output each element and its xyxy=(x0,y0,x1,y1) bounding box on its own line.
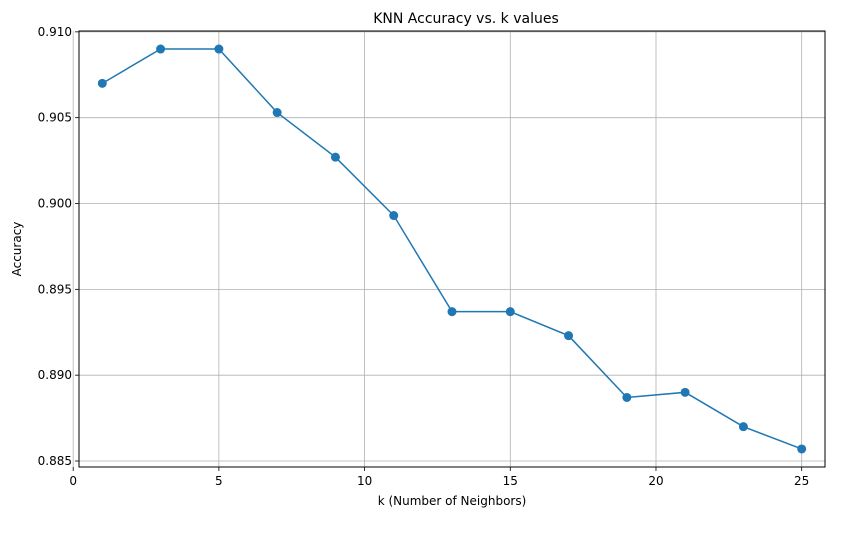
data-points xyxy=(97,44,807,454)
plot-area xyxy=(78,30,826,468)
x-axis-title: k (Number of Neighbors) xyxy=(378,494,527,508)
x-tick-label: 0 xyxy=(69,474,77,488)
data-point xyxy=(564,331,574,341)
y-tick-label: 0.895 xyxy=(38,282,72,296)
data-point xyxy=(97,78,107,88)
data-point xyxy=(330,152,340,162)
y-tick-label: 0.885 xyxy=(38,454,72,468)
data-point xyxy=(389,211,399,221)
x-tick-label: 15 xyxy=(503,474,518,488)
x-tick-label: 25 xyxy=(794,474,809,488)
data-point xyxy=(447,307,457,317)
x-axis: 0 5 10 15 20 25 xyxy=(69,467,809,488)
y-tick-label: 0.900 xyxy=(38,197,72,211)
grid-lines xyxy=(72,31,825,467)
y-tick-label: 0.910 xyxy=(38,25,72,39)
data-point xyxy=(622,392,632,402)
y-axis: 0.885 0.890 0.895 0.900 0.905 0.910 xyxy=(38,25,79,468)
data-point xyxy=(797,444,807,454)
x-tick-label: 10 xyxy=(357,474,372,488)
data-point xyxy=(214,44,224,54)
x-tick-label: 20 xyxy=(648,474,663,488)
x-tick-label: 5 xyxy=(215,474,223,488)
data-point xyxy=(505,307,515,317)
data-point xyxy=(738,422,748,432)
y-tick-label: 0.905 xyxy=(38,111,72,125)
y-tick-label: 0.890 xyxy=(38,368,72,382)
data-point xyxy=(680,387,690,397)
y-axis-title: Accuracy xyxy=(10,222,24,277)
data-point xyxy=(272,108,282,118)
data-point xyxy=(156,44,166,54)
series-line xyxy=(101,48,802,450)
chart-title: KNN Accuracy vs. k values xyxy=(373,11,559,27)
